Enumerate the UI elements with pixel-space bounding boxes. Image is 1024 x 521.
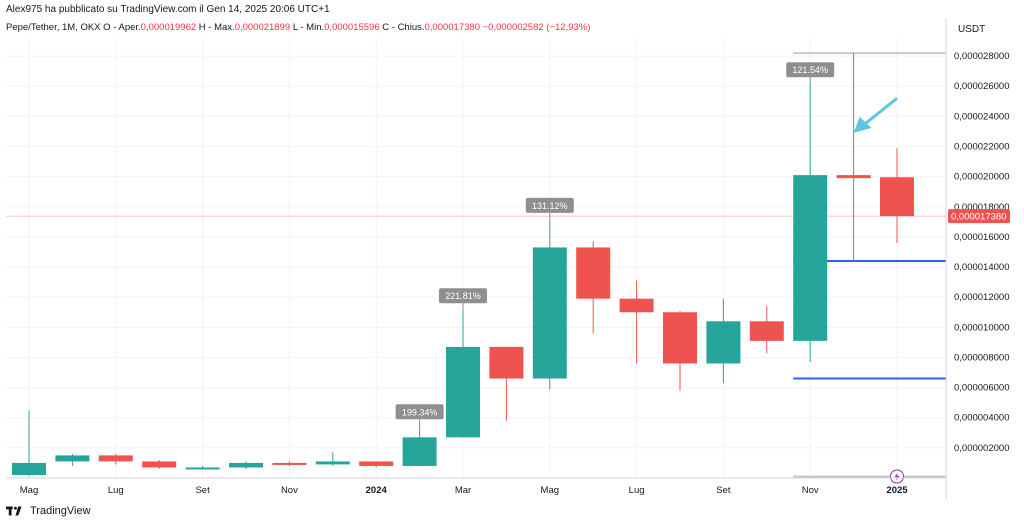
candle-body-down[interactable] xyxy=(359,461,394,466)
candle-body-down[interactable] xyxy=(489,346,524,379)
y-tick-label: 0,000002000 xyxy=(954,443,1009,454)
candlestick-chart[interactable]: 199.34% 221.81% 131.12% 121.54% USDT 0,000002… xyxy=(0,0,1024,500)
y-tick-label: 0,000004000 xyxy=(954,413,1009,424)
y-tick-label: 0,000016000 xyxy=(954,232,1009,243)
candle-body-down[interactable] xyxy=(272,462,307,465)
arrow-shaft xyxy=(862,97,898,127)
y-tick-label: 0,000026000 xyxy=(954,81,1009,92)
chart-container[interactable]: 199.34% 221.81% 131.12% 121.54% USDT 0,000002… xyxy=(0,0,1024,500)
candle-body-up[interactable] xyxy=(315,461,350,465)
symbol-ohlc-legend: Pepe/Tether, 1M, OKX O - Aper.0,00001996… xyxy=(6,22,590,33)
y-tick-label: 0,000014000 xyxy=(954,262,1009,273)
candle-body-down[interactable] xyxy=(142,461,177,468)
y-tick-label: 0,000028000 xyxy=(954,51,1009,62)
annotation-badge xyxy=(395,404,444,420)
y-tick-label: 0,000022000 xyxy=(954,141,1009,152)
x-tick-label: Nov xyxy=(802,485,819,496)
annotation-badge xyxy=(439,288,487,304)
candle-body-up[interactable] xyxy=(706,321,741,364)
x-tick-label: Lug xyxy=(108,485,124,496)
x-tick-label: Lug xyxy=(629,485,645,496)
low-label: L - Min. xyxy=(292,22,325,33)
candle-body-down[interactable] xyxy=(880,177,914,217)
candle-body-down[interactable] xyxy=(663,312,697,364)
last-price-label: 0,000017380 xyxy=(951,212,1006,223)
y-tick-label: 0,000006000 xyxy=(954,383,1009,394)
x-tick-label: Set xyxy=(716,485,731,496)
candle-body-down[interactable] xyxy=(749,321,784,341)
annotation-label: 121.54% xyxy=(792,65,828,75)
annotation-badge xyxy=(786,62,835,78)
candle-body-down[interactable] xyxy=(576,247,611,299)
open-label: O - Aper. xyxy=(103,22,141,33)
candle-body-up[interactable] xyxy=(229,462,263,468)
y-tick-label: 0,000012000 xyxy=(954,292,1009,303)
x-tick-label: Mag xyxy=(541,485,559,496)
lightning-icon xyxy=(894,472,900,481)
y-tick-label: 0,000020000 xyxy=(954,172,1009,183)
high-label: H - Max. xyxy=(198,22,235,33)
publisher-line: Alex975 ha pubblicato su TradingView.com… xyxy=(6,4,330,15)
currency-label: USDT xyxy=(958,24,985,35)
candle-body-down[interactable] xyxy=(619,298,654,313)
arrow-head xyxy=(853,116,872,133)
candle-body-up[interactable] xyxy=(402,437,437,466)
low-value: 0,000015596 xyxy=(324,22,380,33)
footer-brand: TradingView xyxy=(6,505,91,517)
candle-body-down[interactable] xyxy=(98,455,133,462)
candle-body-down[interactable] xyxy=(836,175,871,179)
candle-body-up[interactable] xyxy=(185,467,220,470)
annotation-label: 199.34% xyxy=(402,407,438,417)
last-price-badge xyxy=(948,209,1010,224)
tradingview-logo-icon xyxy=(6,506,22,516)
x-tick-label: Nov xyxy=(281,485,298,496)
candle-body-up[interactable] xyxy=(12,462,46,475)
symbol-name[interactable]: Pepe/Tether, 1M, OKX xyxy=(6,22,101,33)
y-tick-label: 0,000018000 xyxy=(954,202,1009,213)
y-tick-label: 0,000024000 xyxy=(954,111,1009,122)
x-tick-label: 2024 xyxy=(366,485,388,496)
y-tick-label: 0,000010000 xyxy=(954,322,1009,333)
candle-body-up[interactable] xyxy=(55,455,90,462)
annotation-label: 131.12% xyxy=(532,201,568,211)
open-value: 0,000019962 xyxy=(140,22,197,33)
close-value: 0,000017380 xyxy=(424,22,480,33)
y-tick-label: 0,000008000 xyxy=(954,352,1009,363)
candle-body-up[interactable] xyxy=(793,175,828,341)
x-tick-label: Set xyxy=(195,485,210,496)
annotation-badge xyxy=(525,197,574,213)
candle-body-up[interactable] xyxy=(532,247,567,379)
x-tick-label: Mag xyxy=(20,485,38,496)
close-label: C - Chius. xyxy=(382,22,425,33)
candle-body-up[interactable] xyxy=(446,346,480,438)
footer-brand-name: TradingView xyxy=(30,505,91,517)
change-value: −0,000002582 (−12,93%) xyxy=(482,22,591,33)
x-tick-label: 2025 xyxy=(886,485,908,496)
annotation-label: 221.81% xyxy=(445,291,481,301)
high-value: 0,000021899 xyxy=(234,22,291,33)
x-tick-label: Mar xyxy=(455,485,471,496)
